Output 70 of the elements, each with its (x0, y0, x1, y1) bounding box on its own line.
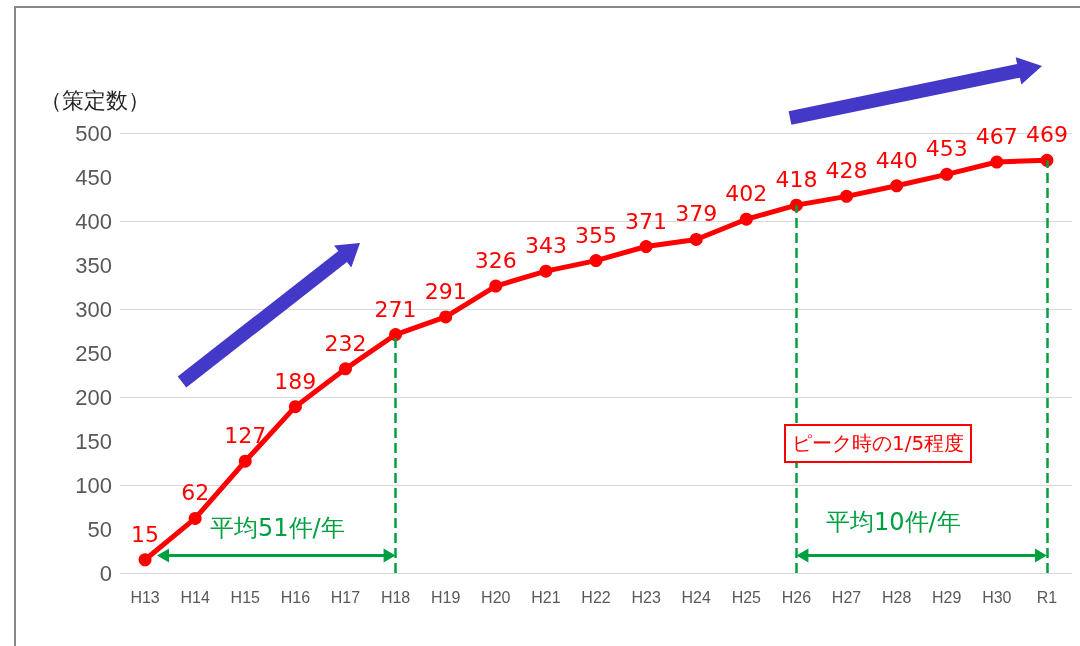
data-label: 428 (825, 158, 868, 184)
x-tick-label: H28 (881, 588, 912, 606)
data-label: 355 (575, 222, 617, 248)
y-tick-label: 250 (75, 340, 112, 366)
x-tick-label: R1 (1036, 588, 1058, 606)
annotation: 平均51件/年 (210, 513, 345, 544)
data-label: 291 (424, 278, 467, 304)
point (739, 212, 753, 226)
x-tick-label: H21 (531, 588, 561, 606)
annotation: 平均10件/年 (826, 507, 961, 538)
y-tick-label: 200 (75, 384, 112, 410)
x-tick-label: H25 (731, 588, 762, 606)
point (439, 310, 453, 324)
y-tick-label: 350 (75, 252, 112, 278)
x-tick-label: H18 (380, 588, 411, 606)
x-tick-label: H16 (280, 588, 311, 606)
data-label: 379 (675, 201, 718, 227)
data-label: 469 (1025, 122, 1068, 148)
y-tick-label: 150 (75, 428, 112, 454)
y-tick-label: 450 (75, 164, 112, 190)
point (890, 179, 904, 193)
data-label: 326 (474, 248, 517, 274)
point (288, 400, 302, 414)
point (539, 264, 553, 278)
data-label: 232 (324, 330, 367, 356)
point (940, 167, 954, 181)
data-label: 418 (775, 167, 818, 193)
data-label: 453 (925, 136, 968, 162)
data-label: 467 (975, 124, 1018, 150)
point (639, 240, 653, 254)
data-label: 127 (224, 423, 267, 449)
x-tick-label: H30 (982, 588, 1012, 606)
point (990, 155, 1004, 169)
data-label: 189 (274, 368, 317, 394)
x-tick-label: H14 (180, 588, 210, 606)
y-tick-label: 500 (75, 120, 112, 146)
annotation: ピーク時の1/5程度 (784, 424, 973, 463)
point (589, 254, 603, 268)
point (138, 553, 152, 567)
x-tick-label: H24 (681, 588, 711, 606)
x-tick-label: H20 (481, 588, 511, 606)
x-tick-label: H19 (431, 588, 461, 606)
y-tick-label: 0 (99, 560, 112, 586)
x-tick-label: H23 (631, 588, 661, 606)
data-label: 271 (374, 296, 417, 322)
data-label: 371 (625, 208, 668, 234)
y-tick-label: 50 (87, 516, 112, 542)
data-label: 402 (725, 181, 768, 207)
y-tick-label: 100 (75, 472, 112, 498)
y-axis-title: （策定数） (40, 87, 150, 113)
data-label: 62 (181, 480, 210, 506)
x-tick-label: H17 (330, 588, 361, 606)
x-tick-label: H15 (230, 588, 261, 606)
point (689, 232, 703, 246)
x-tick-label: H26 (781, 588, 812, 606)
point (338, 362, 352, 376)
x-tick-label: H22 (581, 588, 611, 606)
x-tick-label: H27 (831, 588, 862, 606)
point (840, 189, 854, 203)
x-tick-label: H29 (932, 588, 962, 606)
y-tick-label: 400 (75, 208, 112, 234)
data-label: 15 (131, 521, 160, 547)
point (489, 279, 503, 293)
point (238, 454, 252, 468)
data-label: 440 (875, 147, 918, 173)
point (188, 511, 202, 525)
y-tick-label: 300 (75, 296, 112, 322)
point (389, 328, 403, 342)
data-label: 343 (524, 233, 567, 259)
x-tick-label: H13 (130, 588, 160, 606)
